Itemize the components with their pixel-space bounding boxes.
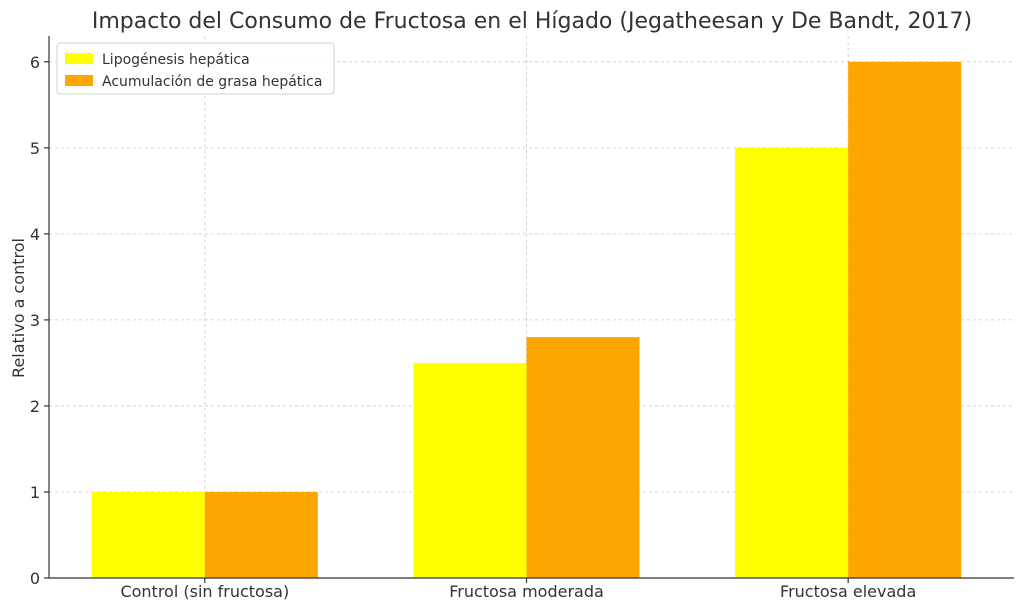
axes	[44, 36, 1014, 583]
y-axis-label: Relativo a control	[9, 238, 28, 378]
y-tick-label: 1	[30, 483, 40, 502]
y-tick-label: 3	[30, 311, 40, 330]
y-tick-label: 4	[30, 225, 40, 244]
legend-frame	[56, 42, 335, 95]
x-tick-label: Fructosa elevada	[780, 582, 916, 601]
legend-swatch	[65, 75, 93, 86]
bars	[91, 61, 962, 579]
chart-title: Impacto del Consumo de Fructosa en el Hí…	[92, 9, 972, 34]
legend: Lipogénesis hepática Acumulación de grasa…	[56, 42, 335, 95]
y-tick-label: 6	[30, 53, 40, 72]
legend-label: Lipogénesis hepática	[102, 52, 250, 68]
x-tick-label: Fructosa moderada	[449, 582, 604, 601]
tick-labels: 0 1 2 3 4 5 6 Control (sin fructosa) Fructosa mo…	[30, 53, 916, 601]
y-tick-label: 0	[30, 569, 40, 588]
bar-series-1-cat-0	[204, 491, 318, 578]
bar-series-1-cat-2	[848, 61, 962, 579]
legend-swatch	[65, 53, 93, 64]
bar-series-0-cat-1	[413, 362, 527, 578]
bar-series-1-cat-1	[526, 337, 640, 578]
y-tick-label: 2	[30, 397, 40, 416]
bar-series-0-cat-0	[91, 491, 205, 578]
legend-label: Acumulación de grasa hepática	[102, 74, 322, 90]
x-tick-label: Control (sin fructosa)	[120, 582, 289, 601]
bar-series-0-cat-2	[735, 147, 849, 579]
y-tick-label: 5	[30, 139, 40, 158]
